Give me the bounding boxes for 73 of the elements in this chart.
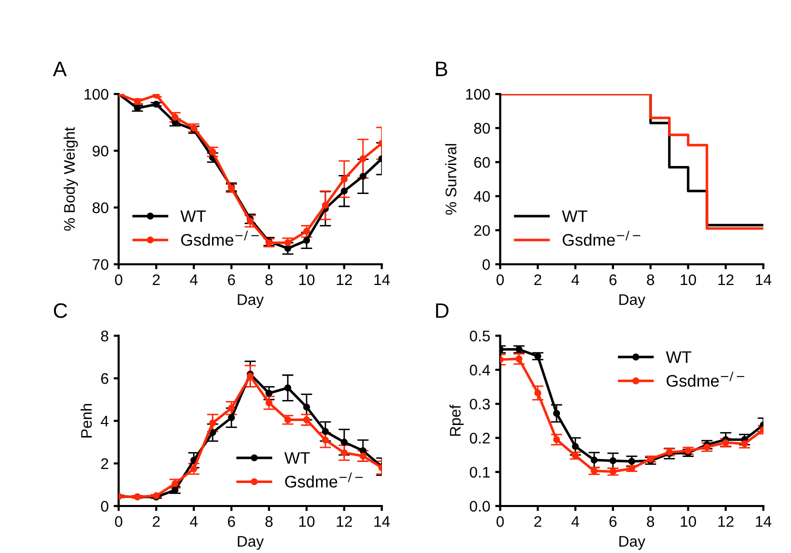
chart-title: D — [436, 303, 448, 318]
x-axis-title: Day — [619, 294, 646, 308]
x-tick-label: 2 — [152, 274, 160, 286]
legend-label: Gsdme$^{−/−}$ — [562, 230, 640, 246]
legend-label: Gsdme$^{−/−}$ — [666, 372, 744, 387]
y-tick-label: 8 — [101, 330, 108, 342]
legend-label: WT — [562, 210, 588, 222]
x-tick-label: 10 — [299, 274, 314, 286]
x-tick-label: 12 — [336, 274, 352, 286]
x-tick-label: 4 — [190, 516, 198, 527]
y-tick-label: 100 — [466, 88, 490, 100]
x-tick-label: 8 — [265, 516, 273, 527]
x-tick-label: 12 — [336, 516, 352, 527]
y-tick-label: 70 — [92, 259, 108, 270]
x-tick-label: 8 — [646, 516, 654, 527]
x-tick-label: 6 — [228, 516, 235, 527]
x-tick-label: 12 — [718, 274, 734, 286]
y-tick-label: 80 — [474, 122, 490, 134]
y-axis-title: Rpef — [449, 404, 464, 436]
y-tick-label: 0 — [101, 500, 108, 512]
y-tick-label: 0.0 — [470, 500, 490, 512]
chart-title: B — [436, 62, 448, 76]
x-tick-label: 0 — [496, 516, 504, 527]
x-tick-label: 10 — [680, 516, 696, 527]
x-tick-label: 6 — [609, 274, 617, 286]
x-tick-label: 14 — [374, 274, 390, 286]
y-tick-label: 0.3 — [470, 398, 490, 410]
x-tick-label: 2 — [534, 274, 542, 286]
x-tick-label: 4 — [571, 274, 580, 286]
x-tick-label: 2 — [534, 516, 542, 527]
y-axis-title: % Body Weight — [64, 127, 78, 231]
y-tick-label: 0.2 — [470, 432, 490, 444]
x-axis-title: Day — [619, 536, 646, 550]
x-tick-label: 6 — [609, 516, 617, 527]
y-tick-label: 100 — [84, 88, 108, 100]
x-tick-label: 4 — [571, 516, 580, 527]
y-tick-label: 6 — [101, 373, 108, 384]
y-tick-label: 20 — [474, 225, 490, 236]
x-tick-label: 8 — [646, 274, 654, 286]
x-tick-label: 2 — [152, 516, 160, 527]
x-axis-title: Day — [238, 294, 264, 308]
y-tick-label: 0 — [482, 259, 490, 270]
y-axis-title: % Survival — [445, 144, 456, 215]
y-tick-label: 40 — [474, 191, 490, 202]
chart-title: A — [52, 62, 67, 76]
x-tick-label: 0 — [496, 274, 504, 286]
y-tick-label: 0.5 — [470, 330, 490, 342]
x-tick-label: 10 — [299, 516, 314, 527]
legend-label: Gsdme$^{−/−}$ — [181, 230, 259, 246]
y-tick-label: 4 — [100, 416, 108, 426]
x-tick-label: 14 — [756, 274, 772, 286]
y-tick-label: 60 — [474, 156, 490, 168]
x-tick-label: 8 — [265, 274, 273, 286]
chart-title: C — [54, 303, 68, 318]
x-tick-label: 14 — [756, 516, 772, 527]
legend-label: WT — [180, 210, 206, 222]
x-tick-label: 10 — [680, 274, 696, 286]
legend-label: WT — [284, 452, 310, 464]
x-axis-title: Day — [238, 536, 264, 550]
legend-label: Gsdme$^{−/−}$ — [285, 472, 363, 488]
y-tick-label: 2 — [101, 458, 108, 469]
x-tick-label: 12 — [718, 516, 734, 527]
y-tick-label: 0.4 — [470, 364, 490, 376]
x-tick-label: 4 — [190, 274, 198, 286]
legend-label: WT — [666, 351, 692, 363]
x-tick-label: 6 — [228, 274, 235, 286]
y-tick-label: 80 — [92, 202, 108, 214]
y-tick-label: 0.1 — [470, 466, 490, 478]
y-axis-title: Penh — [80, 404, 92, 438]
x-tick-label: 0 — [115, 516, 122, 527]
x-tick-label: 14 — [374, 516, 390, 527]
x-tick-label: 0 — [115, 274, 122, 286]
y-tick-label: 90 — [92, 146, 108, 156]
